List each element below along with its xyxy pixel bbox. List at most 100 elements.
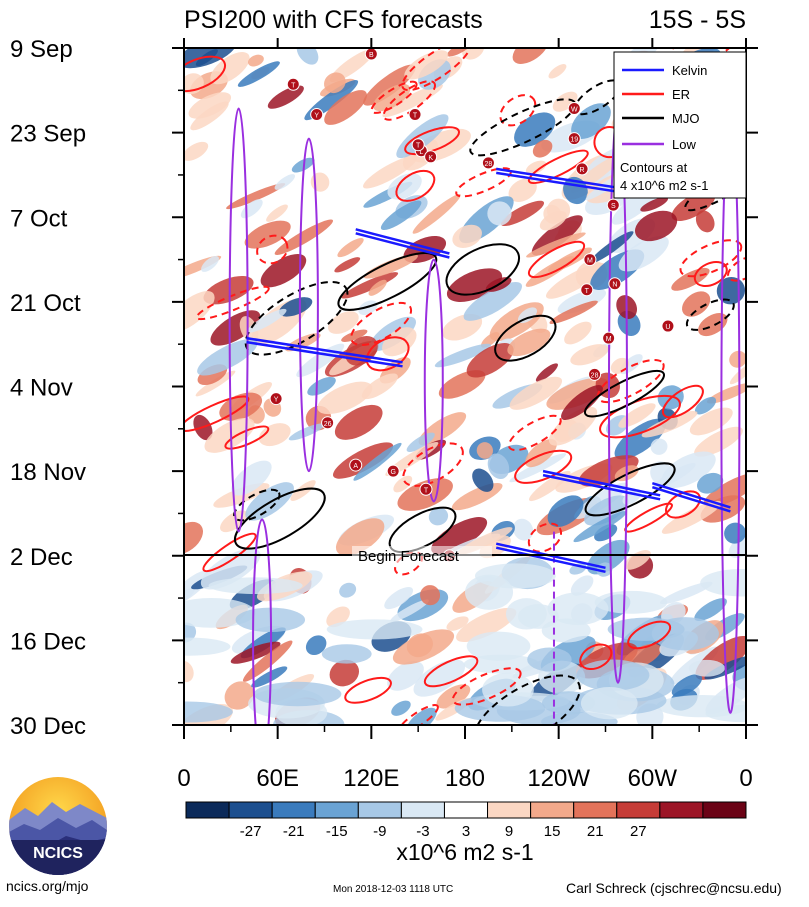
- svg-text:T: T: [424, 487, 429, 494]
- cyclone-marker: A: [349, 458, 363, 472]
- x-tick-label: 120W: [527, 765, 590, 792]
- svg-text:Y: Y: [274, 397, 279, 404]
- legend-er-label: ER: [672, 87, 690, 102]
- x-tick-label: 180: [445, 765, 485, 792]
- chart-region: 15S - 5S: [649, 6, 746, 34]
- logo-text: NCICS: [33, 845, 83, 862]
- colorbar-swatch: [228, 801, 273, 819]
- x-tick-label: 0: [739, 765, 752, 792]
- y-tick-label: 4 Nov: [10, 375, 73, 402]
- svg-text:M: M: [587, 258, 593, 265]
- colorbar-tick-label: -27: [240, 823, 262, 840]
- cyclone-marker: M: [583, 253, 597, 267]
- svg-text:T: T: [291, 82, 296, 89]
- colorbar-swatch: [400, 801, 445, 819]
- y-tick-label: 9 Sep: [10, 36, 73, 63]
- colorbar-swatch: [702, 801, 747, 819]
- cyclone-marker: Y: [310, 107, 324, 121]
- svg-text:26: 26: [324, 421, 332, 428]
- svg-text:T: T: [416, 143, 421, 150]
- x-tick-label: 0: [177, 765, 190, 792]
- svg-text:28: 28: [591, 372, 599, 379]
- cyclone-marker: M: [602, 331, 616, 345]
- colorbar-unit-label: x10^6 m2 s-1: [396, 839, 533, 865]
- cyclone-marker: Y: [269, 392, 283, 406]
- x-tick-label: 120E: [343, 765, 399, 792]
- cyclone-marker: N: [608, 277, 622, 291]
- svg-text:R: R: [580, 167, 585, 174]
- colorbar: -27 -21 -15 -9 -3 3 9 15 21 27: [185, 801, 747, 840]
- cyclone-marker: T: [408, 107, 422, 121]
- cyclone-marker: B: [364, 48, 378, 61]
- svg-text:K: K: [428, 155, 433, 162]
- y-tick-label: 18 Nov: [10, 459, 86, 486]
- svg-text:B: B: [369, 52, 374, 59]
- colorbar-tick-label: -21: [283, 823, 305, 840]
- forecast-label-bg: [352, 546, 492, 564]
- legend-low-label: Low: [672, 137, 696, 152]
- x-tick-label: 60E: [256, 765, 299, 792]
- colorbar-tick-label: 21: [587, 823, 604, 840]
- cyclone-marker: T: [419, 482, 433, 496]
- legend-kelvin-label: Kelvin: [672, 63, 707, 78]
- colorbar-swatch: [573, 801, 618, 819]
- svg-text:M: M: [606, 336, 612, 343]
- cyclone-marker: K: [424, 150, 438, 164]
- colorbar-swatch: [659, 801, 704, 819]
- y-tick-label: 30 Dec: [10, 713, 86, 740]
- svg-text:N: N: [612, 282, 617, 289]
- x-tick-label: 60W: [628, 765, 678, 792]
- colorbar-swatch: [357, 801, 402, 819]
- svg-text:T: T: [413, 112, 418, 119]
- svg-text:28: 28: [485, 161, 493, 168]
- svg-text:L: L: [419, 149, 423, 156]
- colorbar-swatch: [616, 801, 661, 819]
- colorbar-tick-label: 15: [544, 823, 561, 840]
- colorbar-swatch: [487, 801, 532, 819]
- y-tick-label: 23 Sep: [10, 121, 86, 148]
- svg-text:A: A: [353, 463, 358, 470]
- colorbar-tick-label: 27: [630, 823, 647, 840]
- colorbar-swatch: [271, 801, 316, 819]
- footer-author: Carl Schreck (cjschrec@ncsu.edu): [566, 880, 782, 896]
- cyclone-marker: T: [411, 138, 425, 152]
- footer-timestamp: Mon 2018-12-03 1118 UTC: [333, 884, 454, 895]
- legend: Kelvin ER MJO Low Contours at 4 x10^6 m2…: [613, 51, 747, 199]
- y-tick-label: 2 Dec: [10, 544, 73, 571]
- colorbar-tick-label: -9: [373, 823, 386, 840]
- footer-website[interactable]: ncics.org/mjo: [6, 878, 89, 894]
- filter-contours: [184, 48, 746, 725]
- colorbar-tick-label: 3: [462, 823, 470, 840]
- svg-text:W: W: [571, 106, 578, 113]
- forecast-label: Begin Forecast: [358, 548, 460, 565]
- svg-text:G: G: [390, 469, 395, 476]
- colorbar-swatch: [530, 801, 575, 819]
- cyclone-marker: 19: [567, 132, 581, 146]
- cyclone-marker: T: [286, 77, 300, 91]
- colorbar-swatch: [185, 801, 230, 819]
- svg-text:T: T: [585, 288, 590, 295]
- svg-text:U: U: [665, 324, 670, 331]
- legend-note-line1: Contours at: [620, 160, 688, 175]
- cyclone-marker: G: [386, 464, 400, 478]
- colorbar-tick-label: -15: [326, 823, 348, 840]
- x-axis: 0 60E 120E 180 120W 60W 0: [177, 38, 753, 792]
- svg-text:19: 19: [570, 137, 578, 144]
- legend-note-line2: 4 x10^6 m2 s-1: [620, 178, 708, 193]
- cyclone-marker: 28: [588, 367, 602, 381]
- svg-text:Y: Y: [314, 112, 319, 119]
- cyclone-marker: 26: [321, 416, 335, 430]
- colorbar-tick-label: -3: [416, 823, 429, 840]
- cyclone-marker: T: [580, 283, 594, 297]
- y-tick-label: 7 Oct: [10, 205, 68, 232]
- cyclone-marker: 28: [481, 156, 495, 170]
- cyclone-marker: S: [606, 198, 620, 212]
- y-tick-label: 16 Dec: [10, 628, 86, 655]
- y-tick-label: 21 Oct: [10, 290, 81, 317]
- colorbar-swatch: [314, 801, 359, 819]
- y-axis: 9 Sep 23 Sep 7 Oct 21 Oct 4 Nov 18 Nov 2 Dec 16…: [10, 36, 758, 740]
- legend-mjo-label: MJO: [672, 111, 699, 126]
- svg-text:S: S: [611, 203, 616, 210]
- ncics-logo: NCICS: [9, 777, 107, 875]
